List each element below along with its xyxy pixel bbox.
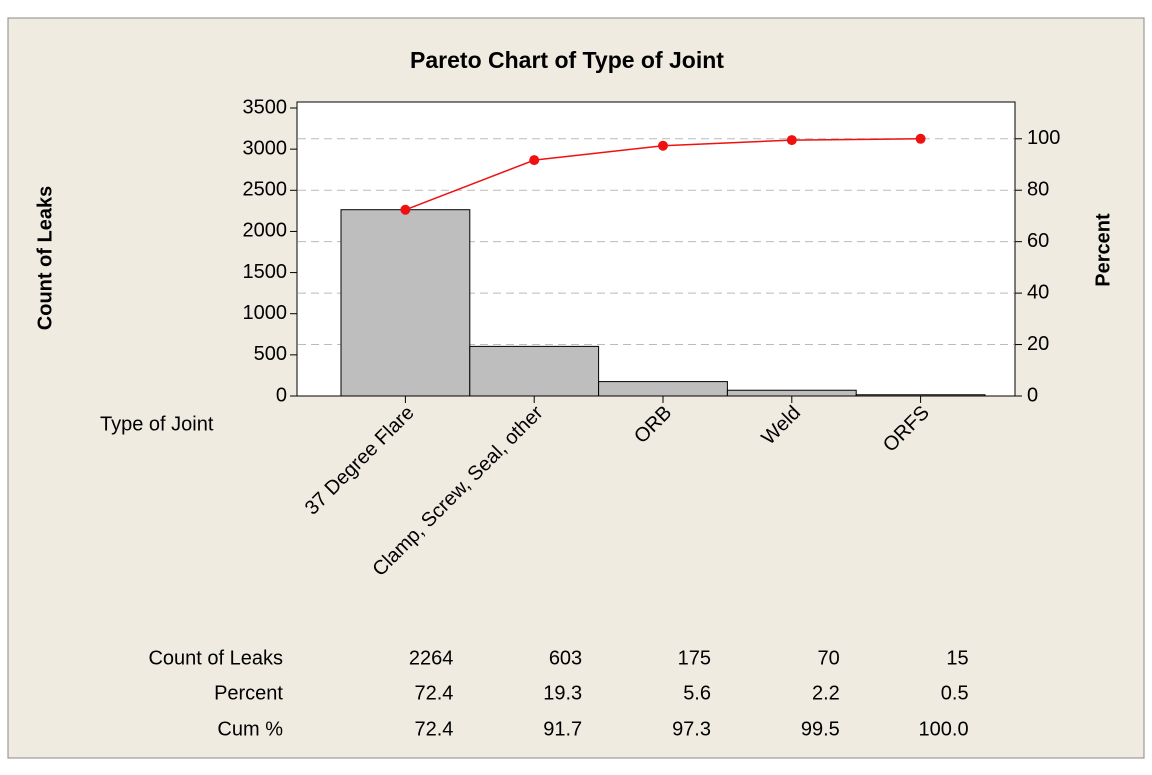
chart-title: Pareto Chart of Type of Joint — [410, 47, 724, 73]
y-axis-label: Count of Leaks — [34, 186, 56, 330]
cum-point — [529, 155, 540, 166]
y-tick-label: 1000 — [243, 302, 288, 324]
table-cell: 15 — [946, 647, 968, 669]
table-cell: 97.3 — [672, 718, 711, 740]
table-cell: 5.6 — [683, 682, 711, 704]
y-tick-label: 2500 — [243, 179, 288, 201]
row-label: Percent — [214, 682, 283, 704]
y-tick-label: 1500 — [243, 261, 288, 283]
table-cell: 72.4 — [414, 718, 453, 740]
cum-point — [786, 135, 797, 146]
table-cell: 175 — [678, 647, 711, 669]
bar — [340, 209, 471, 397]
cum-point — [400, 204, 411, 215]
table-cell: 100.0 — [919, 718, 969, 740]
table-cell: 19.3 — [543, 682, 582, 704]
y-tick-label: 500 — [254, 343, 287, 365]
row-label: Cum % — [217, 718, 283, 740]
y2-axis-label: Percent — [1092, 213, 1114, 287]
y-tick-label: 3500 — [243, 96, 288, 118]
bar — [598, 381, 728, 397]
y2-tick-label: 0 — [1027, 384, 1038, 406]
table-cell: 70 — [818, 647, 840, 669]
y2-tick-label: 100 — [1027, 127, 1060, 149]
y2-tick-label: 80 — [1027, 179, 1049, 201]
y-tick-label: 2000 — [243, 220, 288, 242]
table-cell: 72.4 — [414, 682, 453, 704]
table-cell: 91.7 — [543, 718, 582, 740]
table-cell: 99.5 — [801, 718, 840, 740]
y-tick-label: 3000 — [243, 137, 288, 159]
table-cell: 2264 — [409, 647, 454, 669]
table-cell: 0.5 — [941, 682, 969, 704]
y2-tick-label: 40 — [1027, 281, 1049, 303]
bar — [469, 345, 600, 397]
cum-point — [915, 133, 926, 144]
table-cell: 2.2 — [812, 682, 840, 704]
y-tick-label: 0 — [276, 384, 287, 406]
bar — [855, 394, 986, 397]
table-cell: 603 — [549, 647, 582, 669]
cum-point — [658, 140, 668, 151]
x-axis-label: Type of Joint — [100, 413, 214, 435]
bar — [726, 389, 857, 397]
row-label: Count of Leaks — [148, 647, 283, 669]
y2-tick-label: 60 — [1027, 230, 1049, 252]
y2-tick-label: 20 — [1027, 333, 1049, 355]
